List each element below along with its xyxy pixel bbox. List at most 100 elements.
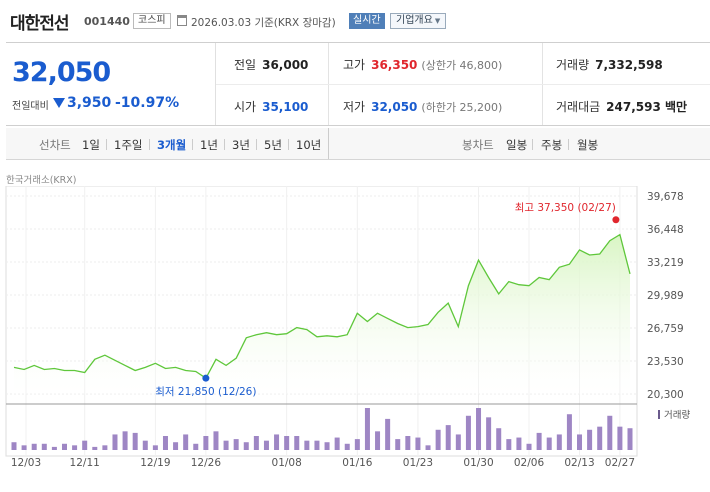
period-1y[interactable]: 1년 xyxy=(200,138,218,152)
candle-chart-label: 봉차트 xyxy=(462,138,494,152)
stock-header: 대한전선 001440 코스피 2026.03.03 기준(KRX 장마감) 실… xyxy=(0,0,710,40)
volume-bar xyxy=(233,439,239,450)
lower-limit: (하한가 25,200) xyxy=(421,101,503,114)
period-10y[interactable]: 10년 xyxy=(296,138,322,152)
x-tick-label: 02/27 xyxy=(605,457,635,469)
volume-bar xyxy=(203,436,209,450)
x-tick-label: 02/06 xyxy=(514,457,545,469)
period-1d[interactable]: 1일 xyxy=(82,138,100,152)
volume-bar xyxy=(193,443,199,450)
separator xyxy=(224,139,225,150)
volume-bar xyxy=(162,436,168,450)
x-tick-label: 12/11 xyxy=(70,457,100,469)
volume-bar xyxy=(435,429,441,450)
x-tick-label: 01/30 xyxy=(463,457,493,469)
period-5y[interactable]: 5년 xyxy=(264,138,282,152)
volume-bar xyxy=(11,442,17,450)
volume-bar xyxy=(31,443,37,450)
stat-label: 고가 xyxy=(343,58,366,72)
stat-trade-amount: 거래대금 247,593 백만 xyxy=(556,98,687,115)
volume-bar xyxy=(536,432,542,450)
volume-bar xyxy=(476,408,482,450)
realtime-button[interactable]: 실시간 xyxy=(349,13,385,29)
stat-value: 35,100 xyxy=(262,100,309,114)
volume-bar xyxy=(92,446,98,450)
period-3y[interactable]: 3년 xyxy=(232,138,250,152)
volume-bar xyxy=(344,443,350,450)
period-bar: 선차트 1일 1주일 3개월 1년 3년 5년 10년 봉차트 일봉 주봉 월봉 xyxy=(6,128,710,160)
y-tick-label: 39,678 xyxy=(647,191,684,203)
stat-value: 32,050 xyxy=(371,100,418,114)
separator xyxy=(106,139,107,150)
stat-label: 전일 xyxy=(234,58,257,72)
current-price-box: 32,050 전일대비 3,950 -10.97% xyxy=(6,43,216,125)
company-overview-button[interactable]: 기업개요 ▼ xyxy=(390,13,447,29)
candle-daily[interactable]: 일봉 xyxy=(506,138,528,152)
separator xyxy=(192,139,193,150)
volume-bar xyxy=(21,445,27,450)
volume-bar xyxy=(294,436,300,450)
stat-label: 거래대금 xyxy=(556,100,601,114)
change-rate: -10.97% xyxy=(115,95,180,111)
volume-legend-swatch xyxy=(658,410,660,419)
y-tick-label: 36,448 xyxy=(647,224,684,236)
separator xyxy=(149,139,150,150)
volume-bar xyxy=(627,428,633,450)
volume-bar xyxy=(82,440,88,450)
volume-label: 거래량 xyxy=(664,409,690,421)
price-chart-svg: 39,678 36,448 33,219 29,989 26,759 23,530 20,3… xyxy=(5,185,690,469)
x-tick-label: 12/19 xyxy=(140,457,170,469)
volume-bar xyxy=(213,431,219,450)
volume-bar xyxy=(41,443,47,450)
stat-label: 시가 xyxy=(234,100,257,114)
volume-bar xyxy=(516,437,522,450)
volume-bar xyxy=(465,415,471,450)
stat-volume: 거래량 7,332,598 xyxy=(556,56,663,73)
stat-value: 247,593 백만 xyxy=(606,100,688,114)
x-tick-label: 01/16 xyxy=(342,457,373,469)
max-label: 최고 37,350 (02/27) xyxy=(515,202,616,214)
volume-bar xyxy=(324,442,330,450)
volume-bar xyxy=(445,425,451,450)
volume-bar xyxy=(183,434,189,450)
x-tick-label: 02/13 xyxy=(564,457,594,469)
line-chart-label: 선차트 xyxy=(39,138,71,152)
separator xyxy=(568,139,569,150)
candle-monthly[interactable]: 월봉 xyxy=(577,138,599,152)
price-line xyxy=(13,233,631,380)
y-tick-label: 26,759 xyxy=(647,323,684,335)
period-1w[interactable]: 1주일 xyxy=(114,138,143,152)
stat-prev-close: 전일 36,000 xyxy=(234,56,308,73)
volume-bar xyxy=(597,426,603,450)
volume-bar xyxy=(375,431,381,450)
y-tick-label: 29,989 xyxy=(647,290,684,302)
volume-bar xyxy=(556,434,562,450)
volume-bar xyxy=(546,437,552,450)
volume-bar xyxy=(72,445,78,450)
stat-open: 시가 35,100 xyxy=(234,98,308,115)
x-tick-label: 12/26 xyxy=(191,457,222,469)
stat-low: 저가 32,050 (하한가 25,200) xyxy=(343,98,502,115)
volume-bar xyxy=(617,426,623,450)
y-tick-label: 20,300 xyxy=(647,389,684,401)
stat-value: 36,000 xyxy=(262,58,309,72)
volume-bar xyxy=(223,440,229,450)
period-3m[interactable]: 3개월 xyxy=(157,138,187,152)
y-tick-label: 23,530 xyxy=(647,356,684,368)
volume-bar xyxy=(405,436,411,450)
volume-bar xyxy=(173,442,179,450)
min-label: 최저 21,850 (12/26) xyxy=(155,386,256,398)
separator xyxy=(532,139,533,150)
volume-bar xyxy=(385,418,391,450)
volume-bar xyxy=(587,429,593,450)
volume-bar xyxy=(314,440,320,450)
volume-bar xyxy=(334,437,340,450)
candle-weekly[interactable]: 주봉 xyxy=(541,138,563,152)
stat-high: 고가 36,350 (상한가 46,800) xyxy=(343,56,502,73)
volume-bar xyxy=(566,414,572,450)
volume-bar xyxy=(51,446,57,450)
price-chart[interactable]: 39,678 36,448 33,219 29,989 26,759 23,530 20,3… xyxy=(0,185,710,492)
stat-value: 36,350 xyxy=(371,58,418,72)
volume-bar xyxy=(61,443,67,450)
volume-bar xyxy=(425,445,431,450)
